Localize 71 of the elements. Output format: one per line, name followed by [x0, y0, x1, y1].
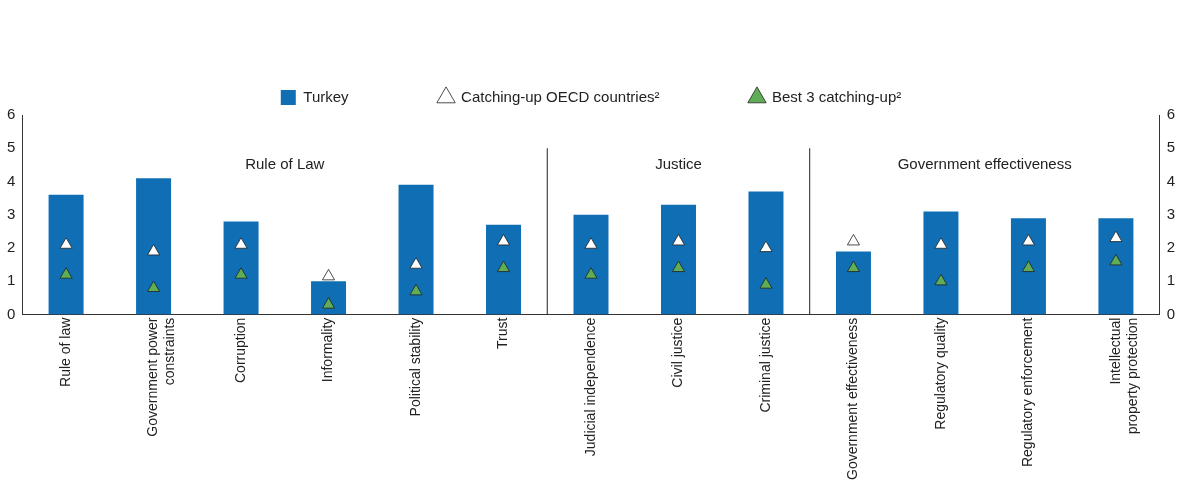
point: [497, 234, 510, 246]
bar: [136, 178, 172, 315]
point: [59, 267, 73, 279]
point: [672, 234, 685, 246]
y2-tick-label: 0: [1166, 304, 1175, 322]
y2-tick-label: 2: [1166, 238, 1175, 256]
annotation: Rule of Law: [245, 155, 325, 173]
annotation: Justice: [655, 155, 702, 173]
point: [584, 267, 598, 279]
x-tick-label: Judicial independence: [581, 317, 598, 457]
legend-label: Catching-up OECD countries²: [461, 87, 660, 105]
point: [409, 283, 423, 296]
point: [234, 267, 248, 279]
point: [497, 260, 510, 272]
bar: [923, 211, 959, 315]
bar: [311, 281, 347, 315]
x-tick-label: Civil justice: [669, 317, 686, 388]
x-tick-label: Political stability: [406, 317, 423, 417]
y2-tick-label: 1: [1166, 271, 1175, 289]
point: [1021, 260, 1035, 272]
x-tick-label: Government effectiveness: [844, 317, 861, 481]
point: [847, 260, 860, 272]
x-tick-label: Regulatory enforcement: [1019, 317, 1036, 468]
x-tick-label: Criminal justice: [756, 317, 773, 413]
y2-tick-label: 3: [1166, 204, 1175, 222]
point: [147, 280, 161, 292]
legend-label: Best 3 catching-up²: [771, 87, 902, 105]
y-tick-label: 4: [7, 171, 16, 189]
x-tick-label: Regulatory quality: [931, 317, 948, 430]
point: [1109, 253, 1123, 266]
y-tick-label: 0: [7, 304, 16, 322]
point: [1021, 234, 1035, 246]
point: [59, 237, 73, 249]
point: [1109, 230, 1123, 242]
point: [234, 237, 248, 249]
bar: [1098, 218, 1134, 315]
bar: [660, 204, 696, 315]
x-tick-label: Rule of law: [56, 316, 73, 387]
x-tick-label: Trust: [494, 317, 511, 349]
y2-tick-label: 6: [1166, 105, 1175, 123]
y2-tick-label: 5: [1166, 138, 1175, 156]
point: [672, 260, 685, 272]
point: [409, 257, 423, 269]
point: [847, 234, 860, 246]
point: [759, 240, 773, 252]
x-tick-label: Corruption: [231, 317, 248, 383]
x-tick-label: Informality: [319, 317, 336, 383]
annotation: Government effectiveness: [897, 155, 1072, 173]
point: [584, 237, 598, 249]
y-tick-label: 1: [7, 271, 16, 289]
bar: [48, 194, 84, 315]
bar: [486, 224, 522, 315]
point: [322, 268, 336, 281]
legend-label: Turkey: [303, 87, 350, 105]
bar: [1010, 218, 1046, 315]
bar: [573, 214, 609, 315]
y-tick-label: 6: [7, 105, 16, 123]
point: [934, 273, 948, 286]
y-tick-label: 3: [7, 204, 16, 222]
bar: [748, 191, 784, 315]
y2-tick-label: 4: [1166, 171, 1175, 189]
bar: [835, 251, 871, 315]
bar: [223, 221, 259, 315]
bar: [398, 184, 434, 315]
point: [934, 237, 948, 249]
point: [147, 244, 161, 256]
y-tick-label: 2: [7, 238, 16, 256]
y-tick-label: 5: [7, 138, 16, 156]
x-tick-label: Government power constraints: [144, 317, 178, 437]
x-tick-label: Intellectual property protection: [1106, 317, 1140, 435]
point: [759, 277, 773, 289]
